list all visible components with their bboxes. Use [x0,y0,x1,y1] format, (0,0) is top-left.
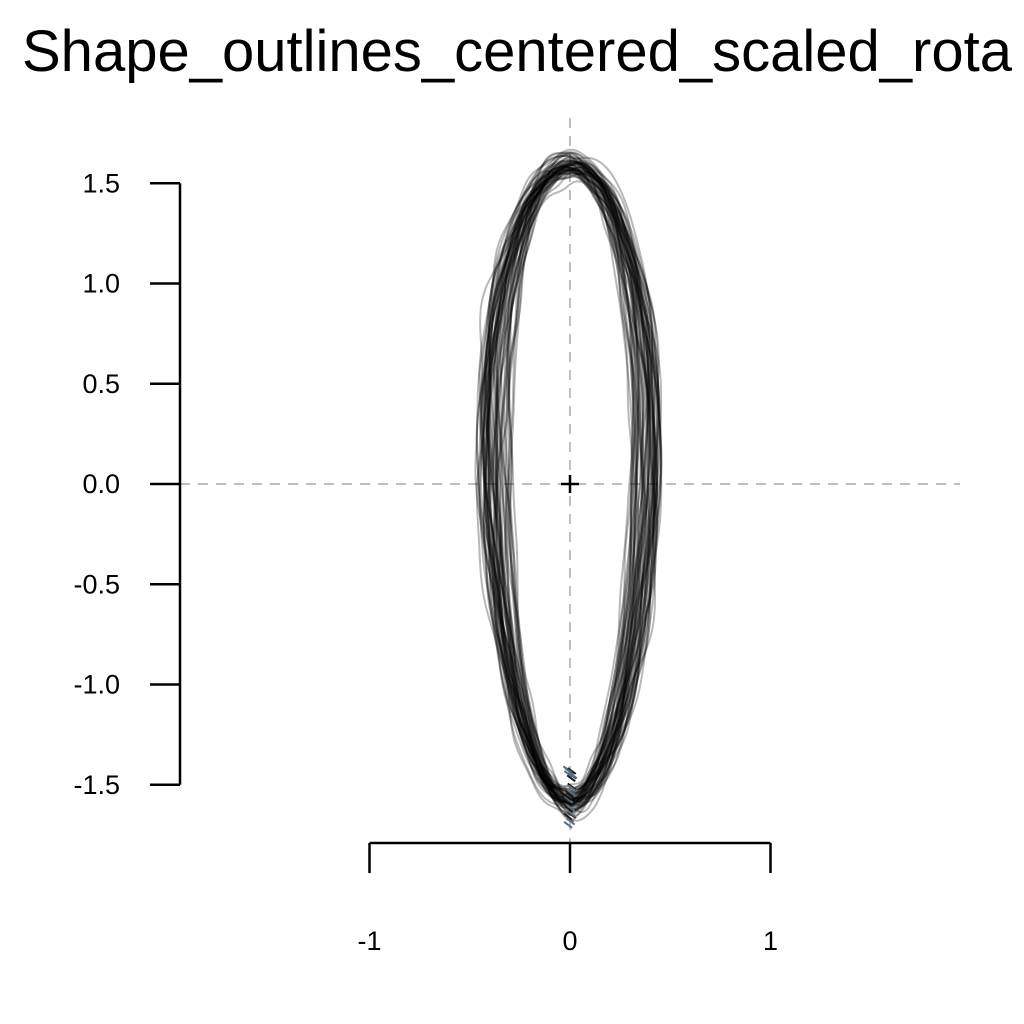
shape-outline [492,162,646,801]
shape-outline [488,163,655,805]
shape-outline [487,154,651,812]
shape-outline [474,159,659,806]
landmark-marker [563,812,573,821]
shape-outline [507,165,635,804]
shape-outline [478,159,657,808]
shape-outline [496,175,646,796]
shape-outline [479,165,658,801]
landmark-marker [562,765,572,774]
landmark-marker [564,805,574,813]
shape-outline [480,161,657,805]
shape-outline [498,169,643,795]
shape-outline [495,166,644,791]
shape-outline [482,166,657,798]
y-tick-label: 0.0 [82,469,120,499]
shape-outline [484,162,652,814]
y-tick-label: -0.5 [73,569,120,599]
landmark-marker [564,789,574,798]
shape-outline [484,163,655,807]
shape-outline [486,165,650,799]
y-tick-label: -1.0 [73,670,120,700]
shape-outline [495,172,641,802]
shape-outline [483,173,660,805]
shape-outline [487,165,656,807]
shape-outline [495,163,646,804]
landmark-marker [566,817,576,826]
shape-outline [504,156,636,806]
shape-outline [499,151,642,813]
y-tick-label: 0.5 [82,369,120,399]
landmark-marker [567,810,577,818]
shape-outline [482,159,656,809]
shape-outline [486,168,651,802]
centroid-marker [561,475,579,493]
y-tick-label: 1.5 [82,168,120,198]
shape-outline [507,162,636,810]
shape-outline [506,157,638,812]
landmark-marker [566,788,576,797]
landmark-marker [568,771,578,780]
y-tick-label: 1.0 [82,269,120,299]
shape-outline [480,171,663,791]
shape-outline [496,166,644,797]
landmark-marker [567,767,577,775]
shape-outline [487,168,658,803]
shape-outline [489,160,652,806]
shape-outline [484,169,661,795]
x-tick-label: 1 [763,926,778,956]
chart-title: Shape_outlines_centered_scaled_rota [22,19,1012,84]
shape-outline [507,151,636,816]
shape-outline [484,152,649,813]
landmark-marker [565,803,575,812]
shape-outline [493,168,647,801]
y-axis: 1.5 1.0 0.5 0.0 -0.5 -1.0 -1.5 [73,168,182,800]
shape-outline [492,167,649,799]
landmark-marker [564,795,574,804]
landmark-markers [562,765,578,829]
shape-outline [488,169,653,802]
landmark-marker [566,774,576,783]
shape-outline [481,172,656,791]
shape-outline [503,163,638,805]
shape-outline [485,159,652,816]
shape-outline [494,170,651,799]
x-tick-label: -1 [357,926,381,956]
shape-outline [490,161,649,808]
landmark-marker [567,784,578,793]
shape-outline [475,166,659,794]
shape-outline [478,152,663,804]
shape-outline [491,154,645,817]
shape-outline [482,168,663,802]
landmark-marker [567,782,577,791]
shape-outline [496,152,640,822]
shape-outline [492,160,649,803]
shape-outline [504,166,641,807]
shape-outline [500,171,638,803]
shape-outline [484,148,661,822]
shape-outline [475,161,660,804]
shape-outline [479,156,659,811]
x-tick-label: 0 [562,926,577,956]
x-axis: -1 0 1 [357,841,778,956]
landmark-marker [563,770,573,778]
shape-outline [501,171,635,802]
landmark-marker [562,793,572,801]
shape-outline [480,154,663,807]
shape-outlines [474,148,663,822]
shape-outline [482,163,663,800]
shape-outline [508,168,635,795]
shape-outline [484,166,657,794]
shape-outline [477,163,662,802]
landmark-marker [563,821,573,829]
shape-outline [496,161,640,800]
shape-outline [475,169,660,807]
shape-outline [502,180,640,790]
y-tick-label: -1.5 [73,770,120,800]
